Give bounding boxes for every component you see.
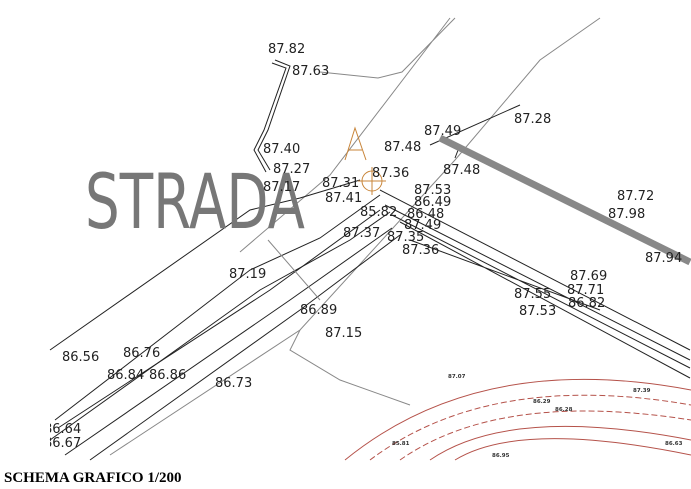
contour bbox=[400, 411, 691, 460]
boundary-line bbox=[268, 240, 410, 405]
caption: SCHEMA GRAFICO 1/200 bbox=[4, 470, 182, 486]
elevation: 87.36 bbox=[402, 243, 439, 258]
contour-label: 86.28 bbox=[555, 407, 573, 413]
elevation: 87.28 bbox=[514, 112, 551, 127]
contour-label: 87.07 bbox=[448, 374, 466, 380]
elevation: 87.72 bbox=[617, 189, 654, 204]
road-label: STRADA bbox=[85, 158, 305, 246]
elevation: 87.53 bbox=[519, 304, 556, 319]
elevations: 87.82 87.63 87.40 87.27 87.17 87.31 87.4… bbox=[44, 42, 682, 451]
elevation: 87.19 bbox=[229, 267, 266, 282]
elevation: 86.76 bbox=[123, 346, 160, 361]
elevation: 86.64 bbox=[44, 422, 81, 437]
elevation: 87.48 bbox=[384, 140, 421, 155]
elevation: 87.48 bbox=[443, 163, 480, 178]
elevation: 87.41 bbox=[325, 191, 362, 206]
elevation: 85.82 bbox=[360, 205, 397, 220]
contour-label: 86.63 bbox=[665, 441, 683, 447]
contour-label: 86.95 bbox=[492, 453, 510, 459]
elevation: 87.15 bbox=[325, 326, 362, 341]
contour bbox=[430, 426, 691, 460]
elevation: 87.40 bbox=[263, 142, 300, 157]
elevation: 87.31 bbox=[322, 176, 359, 191]
survey-drawing: STRADA 87.82 87.63 87.40 87.27 87.17 87.… bbox=[0, 0, 691, 489]
elevation: 87.69 bbox=[570, 269, 607, 284]
contour-label: 87.39 bbox=[633, 388, 651, 394]
elevation: 86.56 bbox=[62, 350, 99, 365]
elevation: 87.63 bbox=[292, 64, 329, 79]
elevation: 86.84 bbox=[107, 368, 144, 383]
elevation: 87.27 bbox=[273, 162, 310, 177]
elevation: 87.36 bbox=[372, 166, 409, 181]
elevation: 87.37 bbox=[343, 226, 380, 241]
contour-label: 86.29 bbox=[533, 399, 551, 405]
contour bbox=[455, 439, 691, 460]
elevation: 86.82 bbox=[568, 296, 605, 311]
elevation: 87.82 bbox=[268, 42, 305, 57]
elevation: 87.98 bbox=[608, 207, 645, 222]
contour-label: 85.81 bbox=[392, 441, 410, 447]
elevation: 86.73 bbox=[215, 376, 252, 391]
elevation: 86.89 bbox=[300, 303, 337, 318]
elevation: 87.17 bbox=[263, 180, 300, 195]
elevation: 86.86 bbox=[149, 368, 186, 383]
elevation: 87.49 bbox=[424, 124, 461, 139]
elevation: 87.94 bbox=[645, 251, 682, 266]
elevation: 86.67 bbox=[44, 436, 81, 451]
elevation: 87.55 bbox=[514, 287, 551, 302]
contour-labels: 87.07 87.39 86.29 86.28 85.81 86.95 86.6… bbox=[392, 374, 683, 459]
